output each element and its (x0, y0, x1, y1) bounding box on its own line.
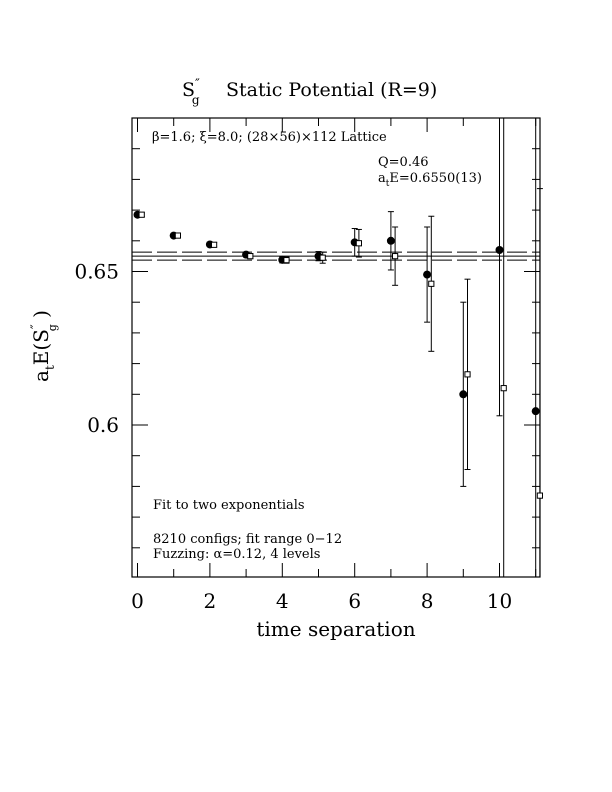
ylabel-e: E(S (29, 329, 53, 365)
square-marker (211, 241, 218, 248)
open-square-point (500, 118, 507, 577)
fit-energy-annotation: atE=0.6550(13) (378, 171, 482, 189)
ylabel-prime: ″ (29, 324, 44, 329)
circle-marker (386, 236, 395, 245)
title-text: Static Potential (R=9) (226, 79, 437, 101)
circle-marker (495, 246, 504, 255)
square-marker (464, 371, 471, 378)
x-tick-label: 8 (421, 589, 434, 613)
ylabel-t: t (43, 365, 57, 370)
square-marker (536, 492, 543, 499)
open-square-point (283, 256, 290, 264)
square-marker (283, 257, 290, 264)
open-square-point (428, 215, 435, 352)
svg-text:atE(S″g ): atE(S″ g ) (29, 310, 59, 382)
fit-energy-t: t (386, 179, 390, 189)
title-prime: ″ (195, 77, 200, 92)
square-marker (174, 232, 182, 239)
circle-marker (423, 270, 432, 279)
ylabel-close: ) (29, 310, 53, 324)
open-square-point (319, 251, 326, 264)
square-marker (319, 254, 326, 261)
open-square-point (355, 228, 362, 258)
open-square-point (536, 188, 543, 577)
x-tick-label: 4 (276, 589, 289, 613)
circle-marker (459, 390, 468, 399)
y-tick-label: 0.6 (87, 413, 119, 437)
x-tick-label: 6 (348, 589, 361, 613)
square-marker (247, 253, 254, 260)
filled-circle-point (386, 211, 395, 271)
x-tick-label: 2 (204, 589, 217, 613)
x-tick-label: 0 (131, 589, 144, 613)
open-square-point (392, 226, 399, 286)
configs-note: 8210 configs; fit range 0−12 (153, 532, 342, 547)
filled-circle-point (459, 301, 468, 487)
filled-circle-point (495, 118, 504, 417)
x-axis-label: time separation (256, 617, 415, 641)
circle-marker (531, 407, 540, 416)
title-subscript: g (192, 93, 200, 107)
fit-energy-a: a (378, 171, 386, 186)
square-marker (428, 280, 435, 287)
title-symbol: S (182, 79, 195, 101)
y-tick-label: 0.65 (74, 260, 119, 284)
open-square-point (464, 278, 471, 471)
chart-title: S″ g Static Potential (R=9) (182, 77, 437, 107)
y-axis-label: atE(S″ g ) (29, 310, 59, 382)
lattice-annotation: β=1.6; ξ=8.0; (28×56)×112 Lattice (152, 130, 387, 145)
fuzzing-note: Fuzzing: α=0.12, 4 levels (153, 547, 320, 562)
x-tick-label: 10 (487, 589, 512, 613)
open-square-point (174, 232, 182, 239)
open-square-point (138, 211, 145, 218)
square-marker (392, 253, 399, 260)
fit-energy-value: E=0.6550(13) (389, 171, 482, 186)
ylabel-a: a (29, 370, 53, 382)
fit-q-annotation: Q=0.46 (378, 155, 429, 170)
filled-circle-point (423, 226, 432, 323)
fit-method-note: Fit to two exponentials (153, 498, 305, 513)
square-marker (355, 240, 362, 247)
square-marker (138, 211, 145, 218)
square-marker (500, 385, 507, 392)
open-square-point (247, 253, 254, 260)
filled-circle-point (531, 118, 540, 577)
open-square-point (211, 241, 218, 248)
ylabel-g: g (46, 324, 59, 331)
